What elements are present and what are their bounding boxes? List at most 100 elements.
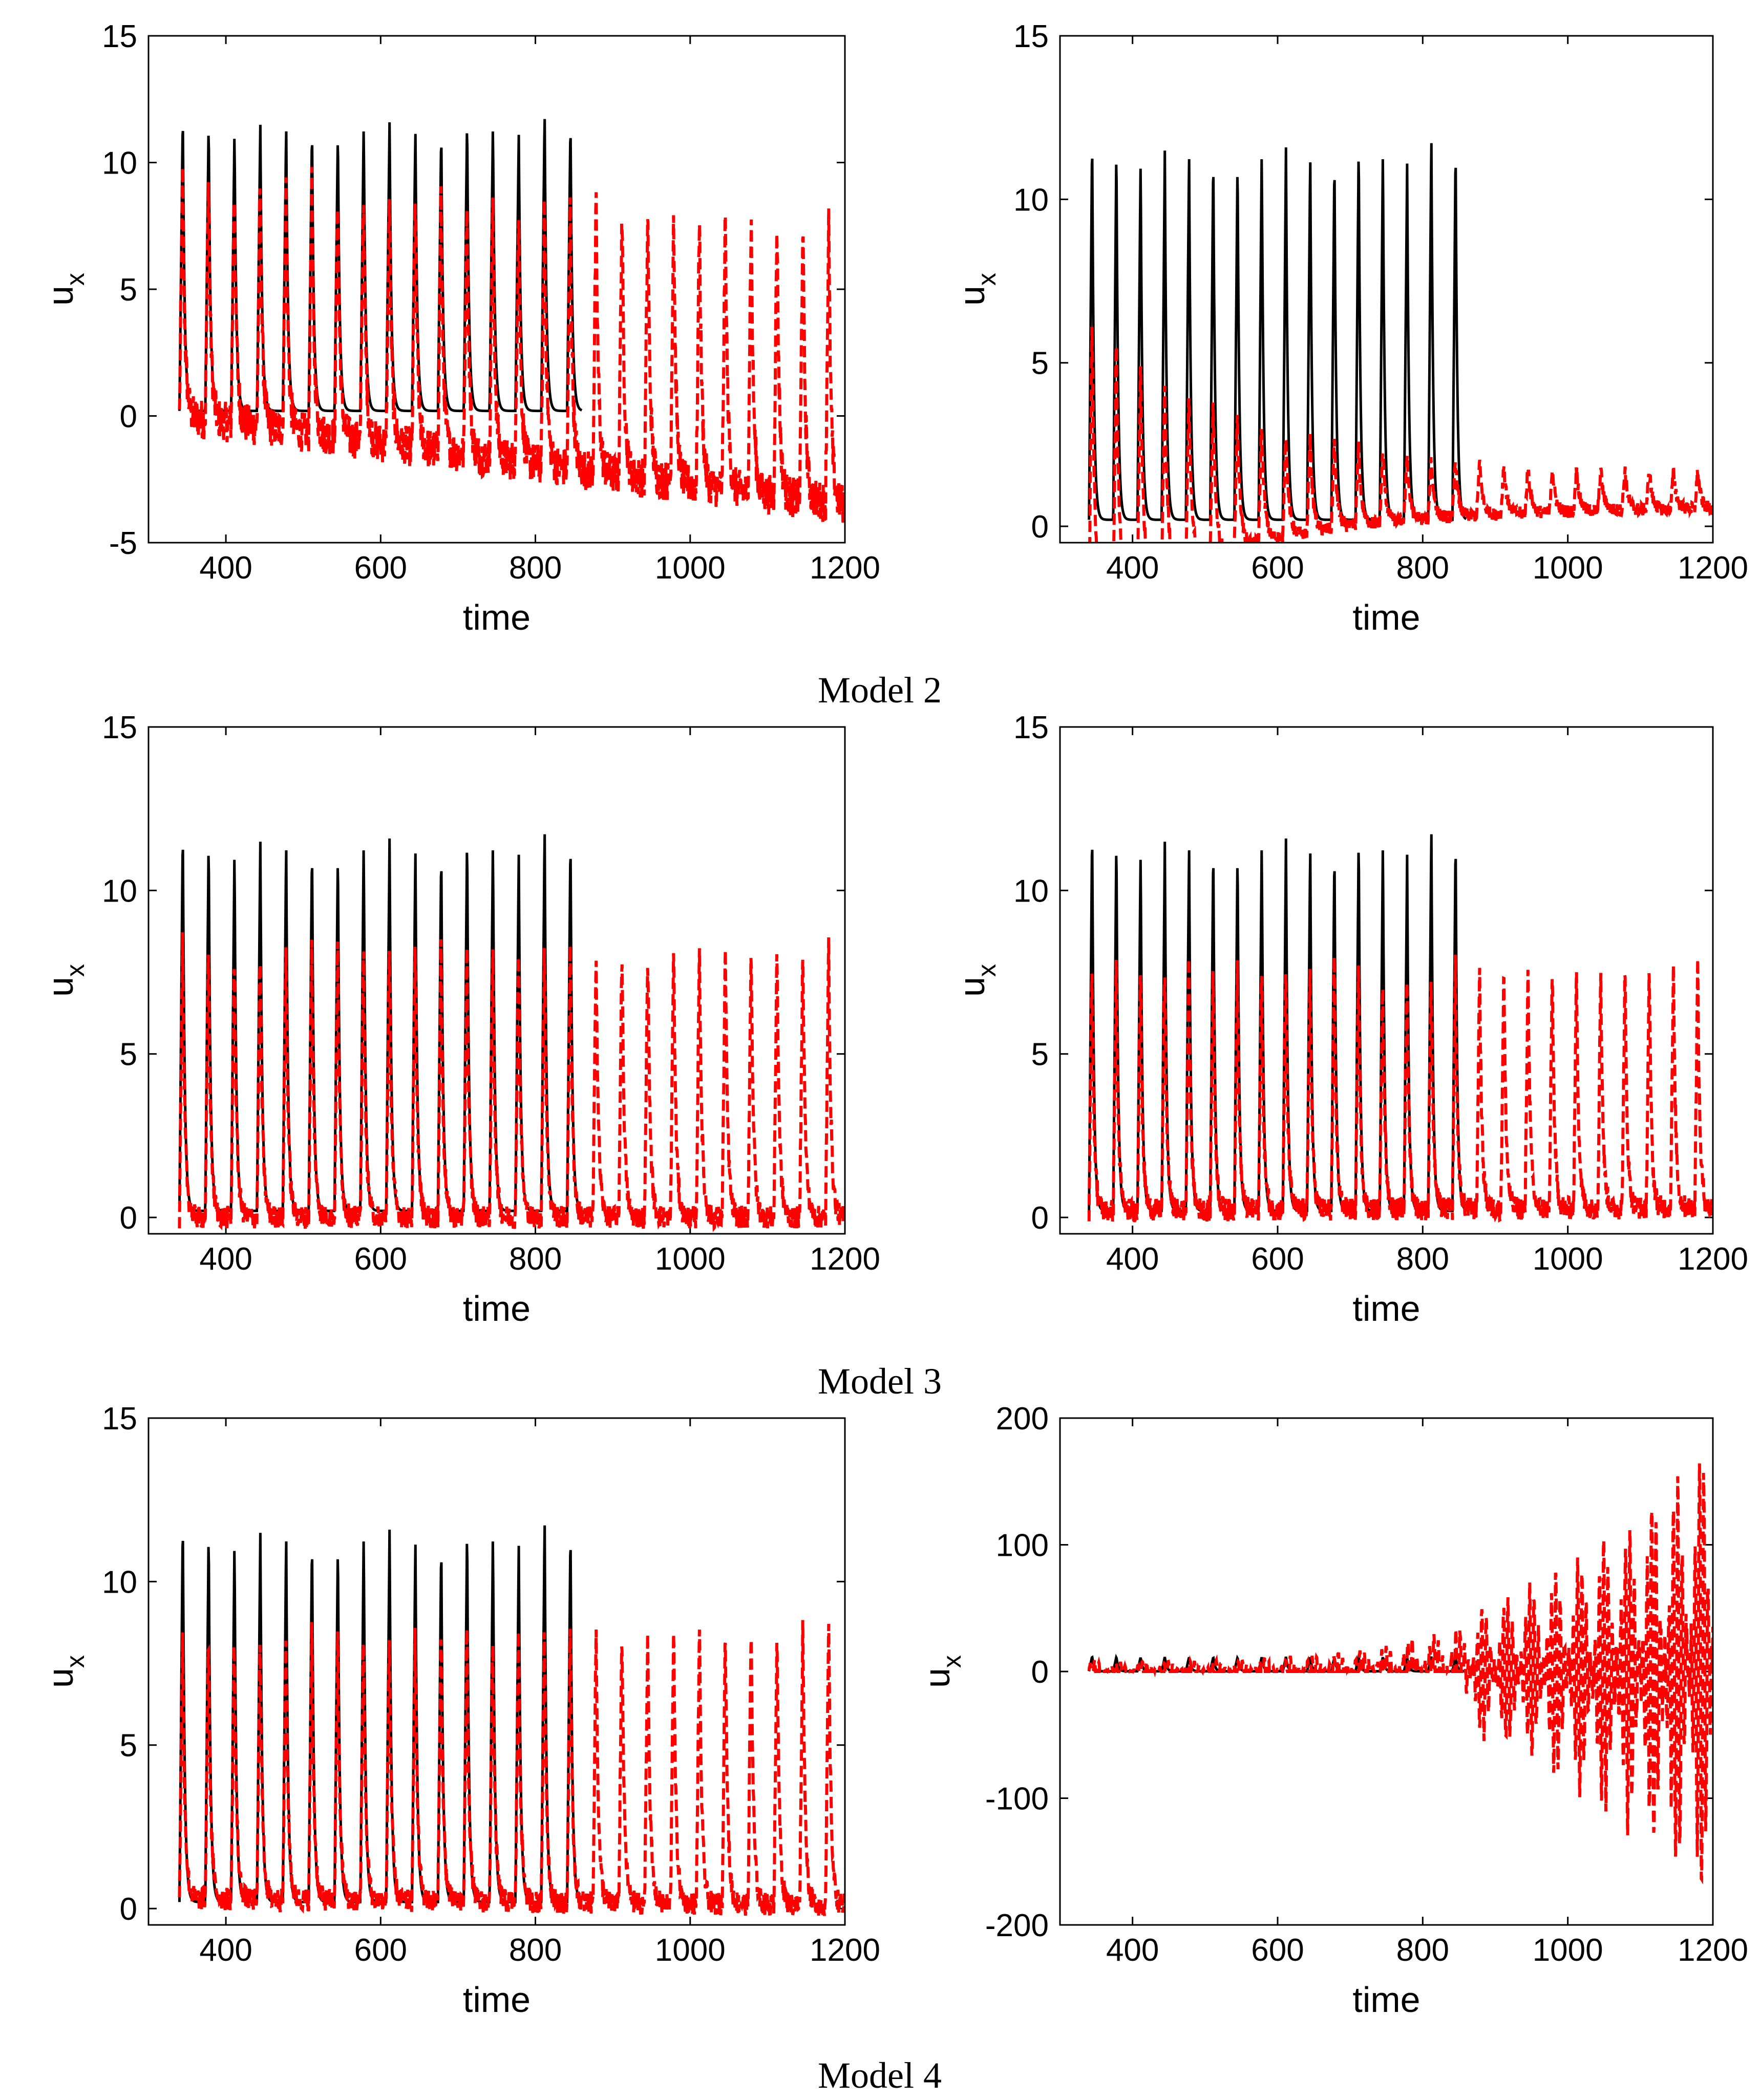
plot-frame (147, 35, 846, 544)
x-tick-label: 800 (1396, 1241, 1449, 1277)
y-tick-label: 10 (102, 146, 137, 181)
chart-model2-right: 400 600 800 1000 1200 0 5 10 15 time ux (952, 19, 1748, 637)
y-tick-label: 5 (120, 272, 137, 308)
plot-area (1087, 1463, 1713, 1884)
chart-model3-left: 400 600 800 1000 1200 0 5 10 15 time ux (40, 710, 880, 1328)
plot-area (178, 119, 845, 523)
y-axis-label-text: ux (952, 273, 1001, 306)
caption-model-3: Model 3 (818, 1361, 942, 1402)
x-axis-label: time (463, 1980, 531, 2020)
x-axis-label: time (463, 1289, 531, 1328)
y-axis-label: ux (917, 1655, 966, 1688)
y-tick-label: 5 (120, 1728, 137, 1764)
x-tick-label: 600 (1251, 1933, 1304, 1968)
y-tick-label: 0 (120, 1201, 137, 1236)
y-axis-label-text: ux (40, 273, 90, 306)
x-tick-label: 800 (509, 550, 562, 586)
caption-model-2: Model 2 (818, 670, 942, 711)
y-axis-label-sub: x (61, 1655, 90, 1668)
y-axis-label-main: u (40, 286, 80, 306)
x-tick-label: 1000 (655, 1241, 726, 1277)
y-tick-label: 5 (120, 1037, 137, 1073)
y-axis-label-sub: x (61, 964, 90, 977)
chart-model4-right: 400 600 800 1000 1200 -200 -100 0 100 200 time ux (917, 1401, 1748, 2020)
x-tick-label: 1200 (1678, 550, 1748, 586)
y-axis-label-sub: x (61, 273, 90, 286)
y-tick-label: 0 (120, 1892, 137, 1927)
y-tick-label: 15 (1013, 19, 1049, 54)
x-tick-label: 1200 (1678, 1241, 1748, 1277)
x-axis-label: time (1352, 597, 1420, 637)
x-tick-label: 1000 (1533, 1933, 1603, 1968)
y-axis-label-text: ux (917, 1655, 966, 1688)
series-prediction (1087, 1463, 1713, 1884)
x-tick-label: 600 (354, 550, 407, 586)
x-tick-label: 1000 (655, 1933, 726, 1968)
x-tick-label: 1000 (1533, 550, 1603, 586)
x-tick-label: 1200 (810, 1241, 880, 1277)
y-tick-label: 5 (1031, 1037, 1049, 1073)
x-tick-label: 1200 (810, 550, 880, 586)
x-tick-label: 1200 (1678, 1933, 1748, 1968)
y-tick-label: 15 (102, 710, 137, 745)
x-tick-label: 600 (1251, 550, 1304, 586)
y-axis-label: ux (952, 964, 1001, 997)
y-tick-label: -200 (985, 1908, 1049, 1943)
plot-frame (147, 1417, 846, 1926)
y-tick-label: 15 (102, 1401, 137, 1437)
y-axis-label: ux (40, 1655, 90, 1688)
x-tick-label: 600 (354, 1933, 407, 1968)
x-axis-label: time (1352, 1289, 1420, 1328)
plot-frame (1059, 726, 1714, 1235)
y-axis-label-sub: x (972, 964, 1001, 977)
plot-area (1087, 834, 1713, 1223)
plot-frame (1059, 1417, 1714, 1926)
x-tick-label: 400 (199, 1933, 252, 1968)
x-tick-label: 600 (354, 1241, 407, 1277)
y-tick-label: 0 (1031, 509, 1049, 545)
plot-frame (1059, 35, 1714, 544)
x-tick-label: 400 (1106, 1933, 1159, 1968)
series-prediction (178, 932, 845, 1232)
y-tick-label: 10 (102, 1565, 137, 1600)
y-axis-label-main: u (917, 1668, 957, 1688)
y-tick-label: 0 (1031, 1201, 1049, 1236)
x-axis-label: time (1352, 1980, 1420, 2020)
x-tick-label: 600 (1251, 1241, 1304, 1277)
y-tick-label: 15 (102, 19, 137, 54)
y-axis-label-sub: x (938, 1655, 966, 1668)
x-tick-label: 1000 (655, 550, 726, 586)
x-tick-label: 400 (1106, 550, 1159, 586)
y-axis-label-main: u (40, 1668, 80, 1688)
plot-area (178, 1525, 845, 1918)
series-reference (1088, 143, 1467, 521)
y-tick-label: 5 (1031, 346, 1049, 381)
x-tick-label: 800 (509, 1933, 562, 1968)
y-tick-label: 15 (1013, 710, 1049, 745)
y-axis-label-main: u (40, 977, 80, 997)
y-tick-label: -5 (109, 526, 137, 561)
y-tick-label: 10 (102, 873, 137, 909)
y-tick-label: -100 (985, 1782, 1049, 1817)
y-axis-label: ux (952, 273, 1001, 306)
y-tick-label: 200 (996, 1401, 1049, 1437)
y-axis-label-text: ux (952, 964, 1001, 997)
y-tick-label: 0 (1031, 1655, 1049, 1690)
x-tick-label: 800 (1396, 550, 1449, 586)
series-prediction (1088, 327, 1713, 543)
y-axis-label-main: u (952, 977, 992, 997)
x-tick-label: 400 (199, 1241, 252, 1277)
chart-model3-right: 400 600 800 1000 1200 0 5 10 15 time ux (952, 710, 1748, 1328)
x-tick-label: 1000 (1533, 1241, 1603, 1277)
plot-frame (147, 726, 846, 1235)
series-prediction (178, 1620, 845, 1918)
caption-model-4: Model 4 (818, 2055, 942, 2096)
y-axis-label-text: ux (40, 964, 90, 997)
x-tick-label: 800 (509, 1241, 562, 1277)
y-tick-label: 100 (996, 1528, 1049, 1563)
plot-area (178, 834, 845, 1232)
y-axis-label-sub: x (972, 273, 1001, 286)
x-tick-label: 400 (1106, 1241, 1159, 1277)
